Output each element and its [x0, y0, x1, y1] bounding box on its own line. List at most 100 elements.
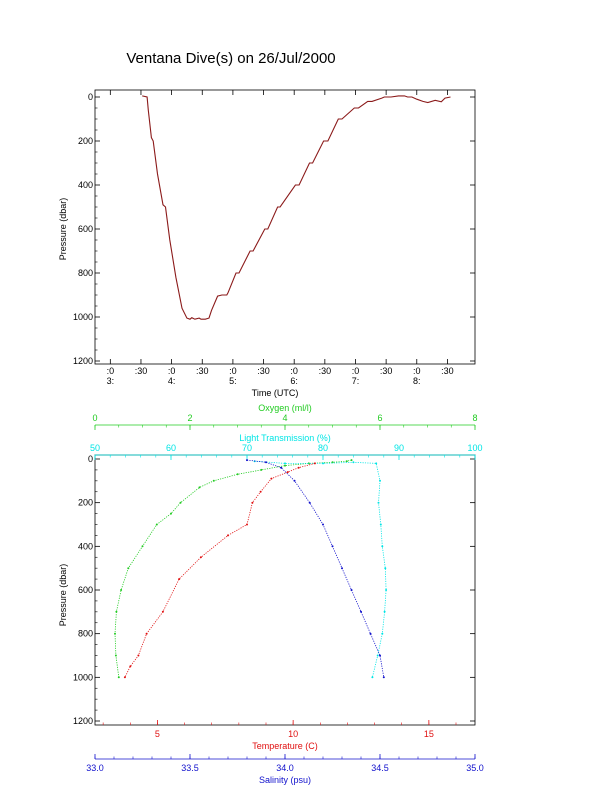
x-tick-label-hour: 4:: [168, 376, 176, 386]
data-point: [350, 459, 353, 462]
data-point: [385, 589, 388, 591]
data-point: [227, 534, 229, 537]
dive-pressure-line: [142, 95, 451, 320]
x-tick-label-minute: :0: [229, 366, 237, 376]
y-tick-label: 0: [88, 454, 93, 464]
page-title: Ventana Dive(s) on 26/Jul/2000: [126, 50, 336, 67]
axis-tick-label: 10: [288, 729, 298, 739]
axis-tick-label: 34.5: [371, 763, 389, 773]
data-point: [383, 610, 386, 613]
data-point: [114, 654, 117, 657]
data-point: [270, 477, 273, 480]
axis-tick-label: 35.0: [466, 763, 484, 773]
data-point: [384, 567, 387, 570]
data-point: [161, 610, 164, 613]
y-tick-label: 1200: [73, 356, 93, 366]
axis-title: Salinity (psu): [259, 775, 311, 785]
axis-tick-label: 80: [318, 443, 328, 453]
y-tick-label: 1200: [73, 716, 93, 726]
data-point: [322, 523, 324, 526]
data-point: [345, 460, 348, 463]
data-point: [114, 632, 116, 635]
y-tick-label: 800: [78, 629, 93, 639]
axis-tick-label: 100: [467, 443, 482, 453]
x-tick-label-hour: 6:: [290, 376, 298, 386]
data-point: [170, 512, 172, 515]
profile-line-temperature: [124, 463, 316, 678]
data-point: [350, 589, 353, 591]
axis-tick-label: 6: [377, 413, 382, 423]
data-point: [137, 654, 140, 657]
data-point: [251, 501, 254, 504]
axis-tick-label: 70: [242, 443, 252, 453]
axis-title: Temperature (C): [252, 741, 318, 751]
data-point: [129, 665, 132, 668]
data-point: [377, 501, 380, 504]
x-tick-label-hour: 8:: [413, 376, 421, 386]
data-point: [382, 676, 385, 679]
data-point: [260, 468, 263, 471]
x-tick-label-minute: :0: [413, 366, 421, 376]
data-point: [379, 523, 382, 526]
data-point: [381, 632, 384, 635]
data-point: [297, 466, 300, 469]
data-point: [379, 654, 381, 657]
axis-tick-label: 50: [90, 443, 100, 453]
axis-tick-label: 33.5: [181, 763, 199, 773]
x-tick-label-hour: 7:: [352, 376, 360, 386]
data-point: [155, 523, 158, 526]
y-tick-label: 400: [78, 541, 93, 551]
data-point: [115, 610, 118, 613]
data-point: [127, 567, 130, 570]
data-point: [284, 462, 286, 465]
x-tick-label-minute: :30: [441, 366, 454, 376]
x-tick-label-minute: :30: [380, 366, 393, 376]
x-tick-label-hour: 5:: [229, 376, 237, 386]
data-point: [259, 490, 262, 493]
data-point: [178, 578, 181, 581]
data-point: [120, 589, 123, 591]
x-tick-label-minute: :30: [257, 366, 270, 376]
x-tick-label-minute: :0: [290, 366, 298, 376]
y-tick-label: 800: [78, 268, 93, 278]
axis-tick-label: 2: [187, 413, 192, 423]
y-tick-label: 1000: [73, 672, 93, 682]
bottom-plot-frame: [94, 454, 476, 726]
data-point: [381, 545, 384, 548]
axis-tick-label: 90: [394, 443, 404, 453]
data-point: [145, 632, 148, 635]
x-tick-label-minute: :0: [352, 366, 360, 376]
data-point: [265, 461, 267, 464]
y-tick-label: 600: [78, 224, 93, 234]
data-point: [246, 523, 248, 526]
y-tick-label: 200: [78, 136, 93, 146]
data-point: [284, 464, 286, 467]
axis-tick-label: 5: [155, 729, 160, 739]
bottom-panel-profiles: 0 200 400 600 800 1000 1200 Pressure (dbar) 0 2 4 6…: [58, 403, 484, 785]
data-point: [369, 632, 372, 635]
axis-title: Oxygen (ml/l): [258, 403, 312, 413]
y-axis-label: Pressure (dbar): [58, 198, 68, 261]
x-tick-label-minute: :30: [196, 366, 209, 376]
data-point: [376, 654, 379, 657]
data-point: [293, 479, 296, 482]
data-point: [280, 466, 283, 469]
x-tick-label-hour: 3:: [107, 376, 115, 386]
axis-tick-label: 33.0: [86, 763, 104, 773]
data-point: [236, 473, 239, 476]
x-tick-label-minute: :0: [107, 366, 115, 376]
y-tick-label: 1000: [73, 312, 93, 322]
x-tick-label-minute: :30: [319, 366, 332, 376]
y-tick-label: 600: [78, 585, 93, 595]
profile-line-oxygen: [114, 459, 352, 678]
axis-tick-label: 4: [282, 413, 287, 423]
axis-tick-label: 0: [92, 413, 97, 423]
data-point: [199, 556, 202, 559]
axis-tick-label: 8: [472, 413, 477, 423]
data-point: [379, 479, 381, 482]
data-point: [313, 462, 316, 465]
axis-tick-label: 34.0: [276, 763, 294, 773]
y-tick-label: 0: [88, 92, 93, 102]
data-point: [375, 462, 378, 465]
